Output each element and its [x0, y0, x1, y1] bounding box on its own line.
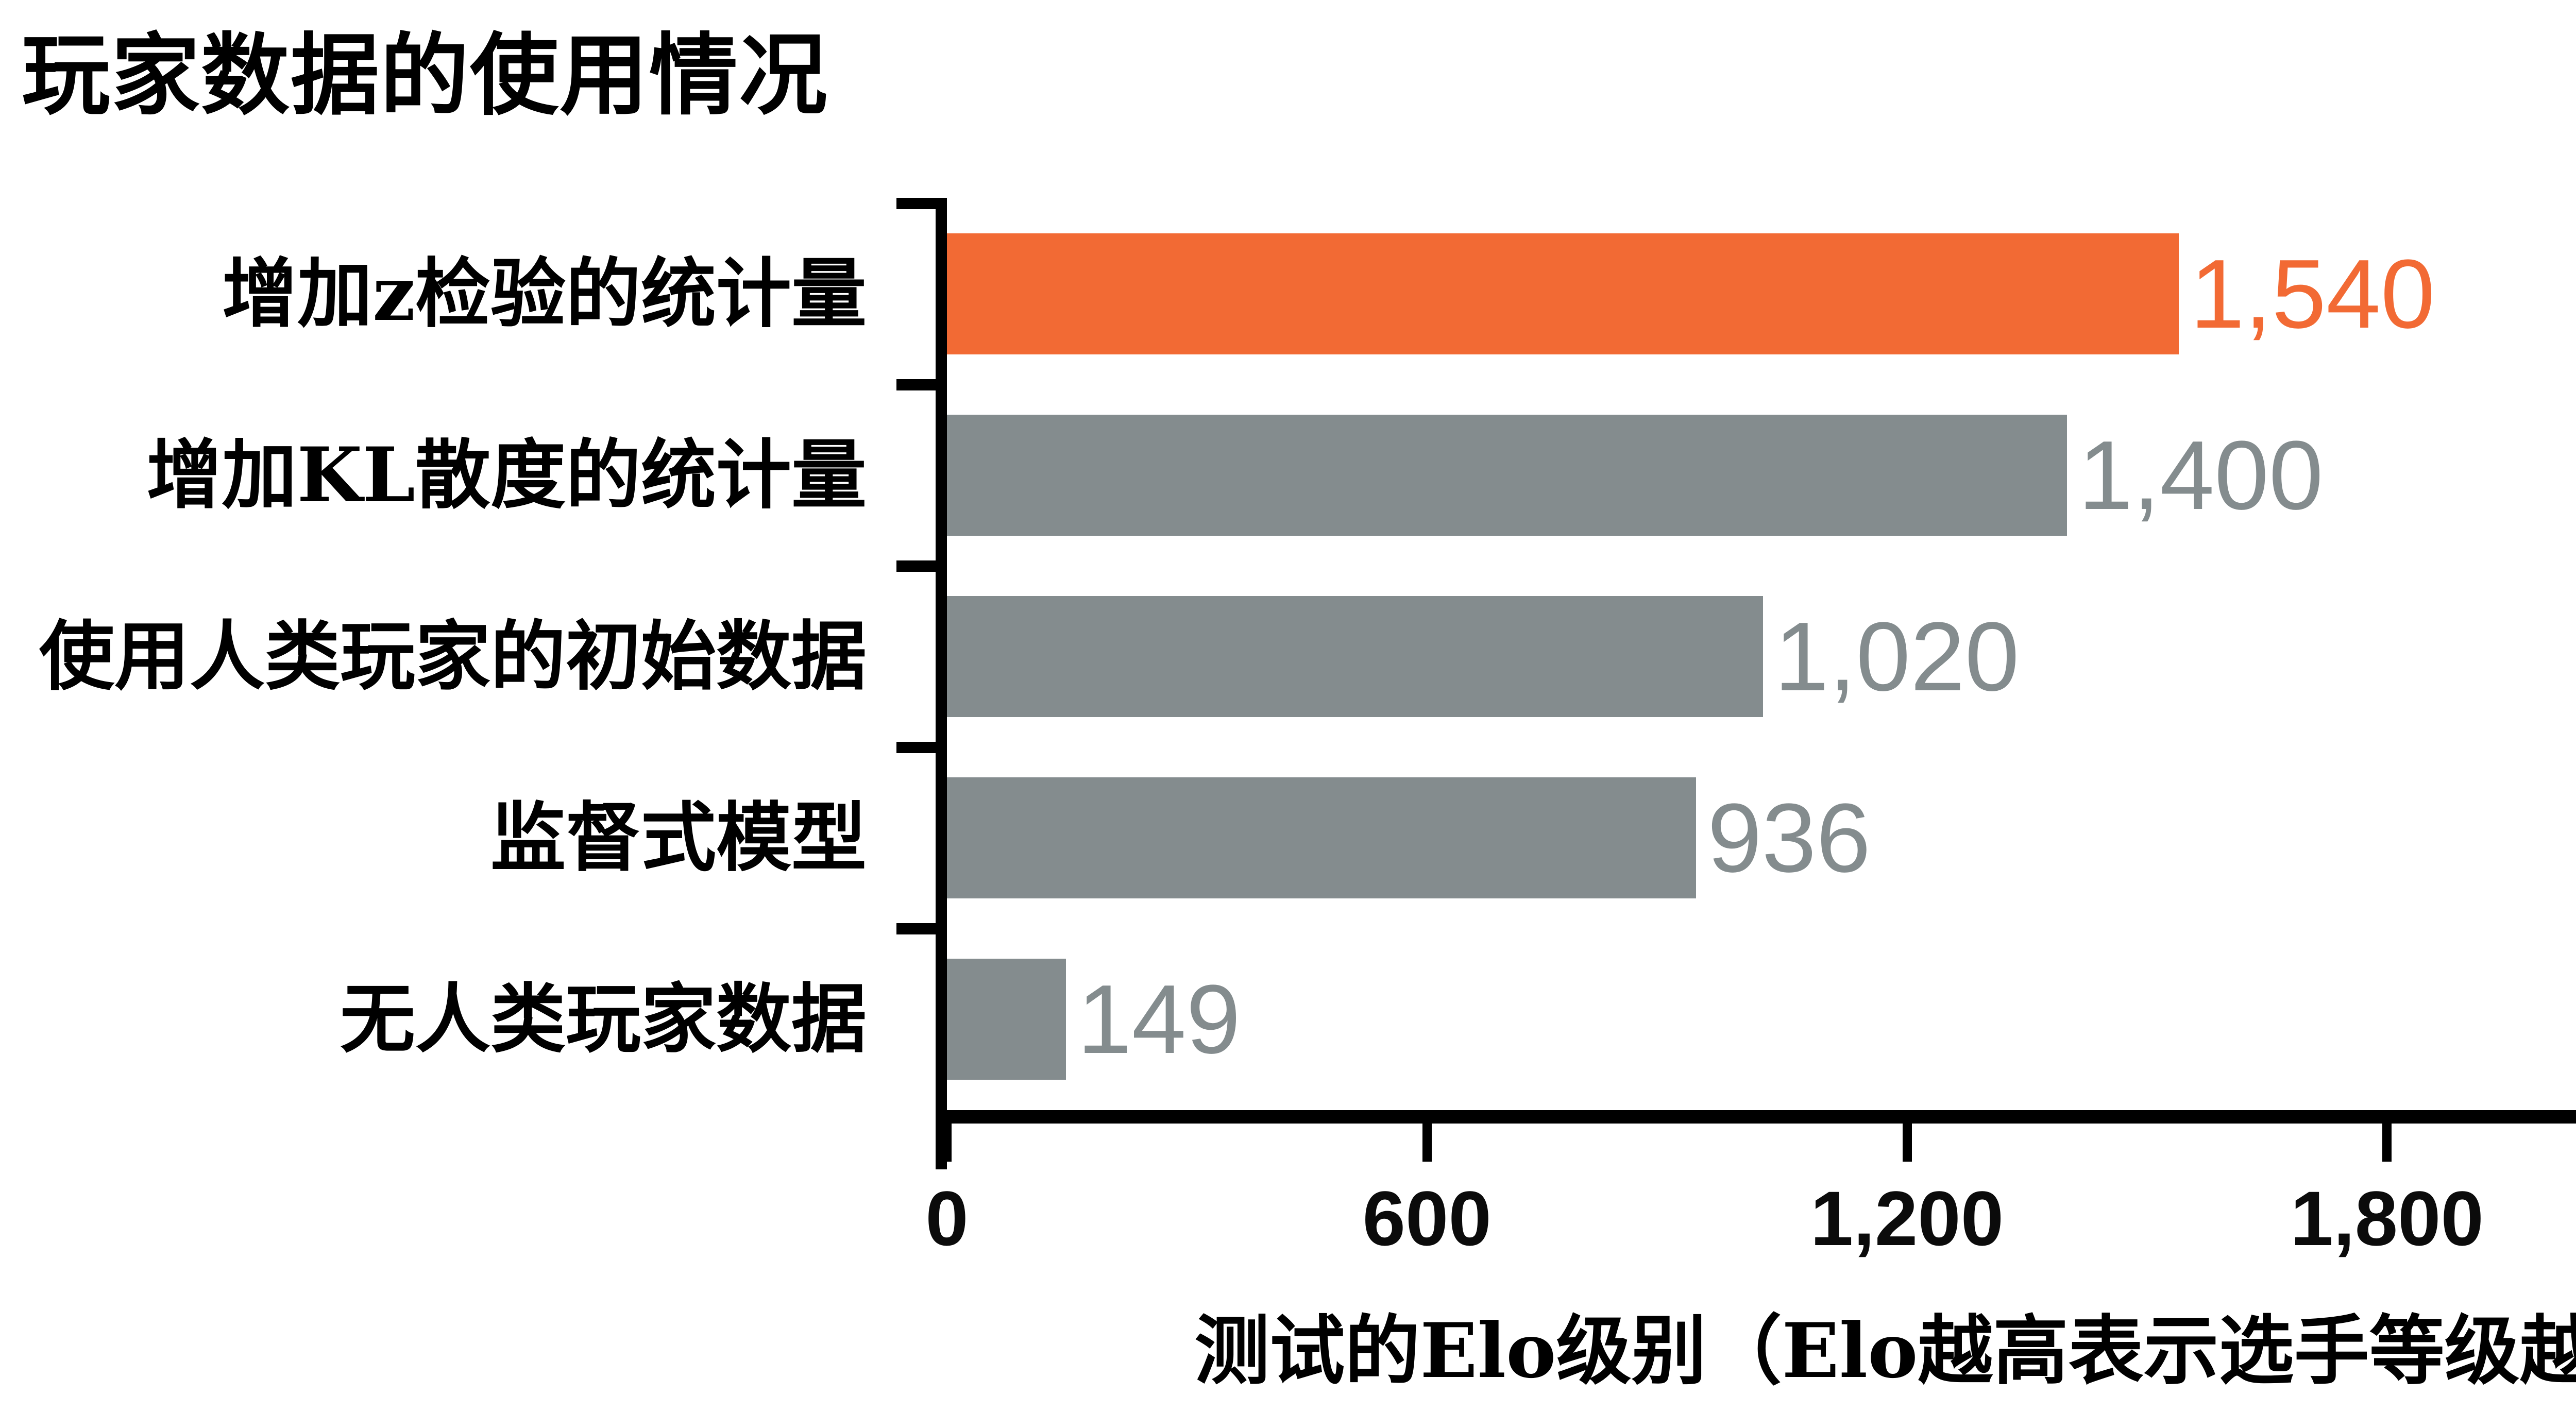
- bar-value-label: 1,540: [2190, 239, 2435, 349]
- bar-value-label: 149: [1077, 964, 1241, 1074]
- x-axis-tick-label: 1,200: [1810, 1175, 2004, 1262]
- y-axis-tick: [896, 560, 947, 572]
- chart-title: 玩家数据的使用情况: [22, 23, 828, 127]
- y-axis-tick: [896, 198, 947, 209]
- y-axis-tick: [896, 923, 947, 934]
- x-axis-title: 测试的Elo级别（Elo越高表示选手等级越高）: [1194, 1307, 2576, 1395]
- y-axis-tick: [896, 379, 947, 390]
- category-label: 监督式模型: [490, 793, 867, 882]
- bar: [947, 596, 1763, 717]
- category-label: 无人类玩家数据: [340, 975, 867, 1063]
- x-axis-tick: [1902, 1124, 1912, 1162]
- bar-value-label: 1,400: [2078, 420, 2324, 530]
- x-axis-tick: [1422, 1124, 1432, 1162]
- category-label: 使用人类玩家的初始数据: [39, 612, 867, 701]
- bar-value-label: 936: [1707, 783, 1871, 893]
- bar-value-label: 1,020: [1774, 602, 2020, 711]
- x-axis-tick-label: 600: [1362, 1175, 1492, 1262]
- y-axis-line: [936, 198, 947, 1169]
- x-axis-tick: [2382, 1124, 2392, 1162]
- bar: [947, 233, 2179, 354]
- bar: [947, 415, 2067, 536]
- x-axis-tick: [942, 1124, 952, 1162]
- category-label: 增加KL散度的统计量: [146, 431, 867, 519]
- bar: [947, 959, 1066, 1080]
- category-label: 增加z检验的统计量: [222, 249, 867, 338]
- y-axis-tick: [896, 742, 947, 753]
- x-axis-tick-label: 1,800: [2290, 1175, 2484, 1262]
- bar: [947, 777, 1696, 898]
- x-axis-line: [936, 1110, 2576, 1124]
- x-axis-tick-label: 0: [925, 1175, 969, 1262]
